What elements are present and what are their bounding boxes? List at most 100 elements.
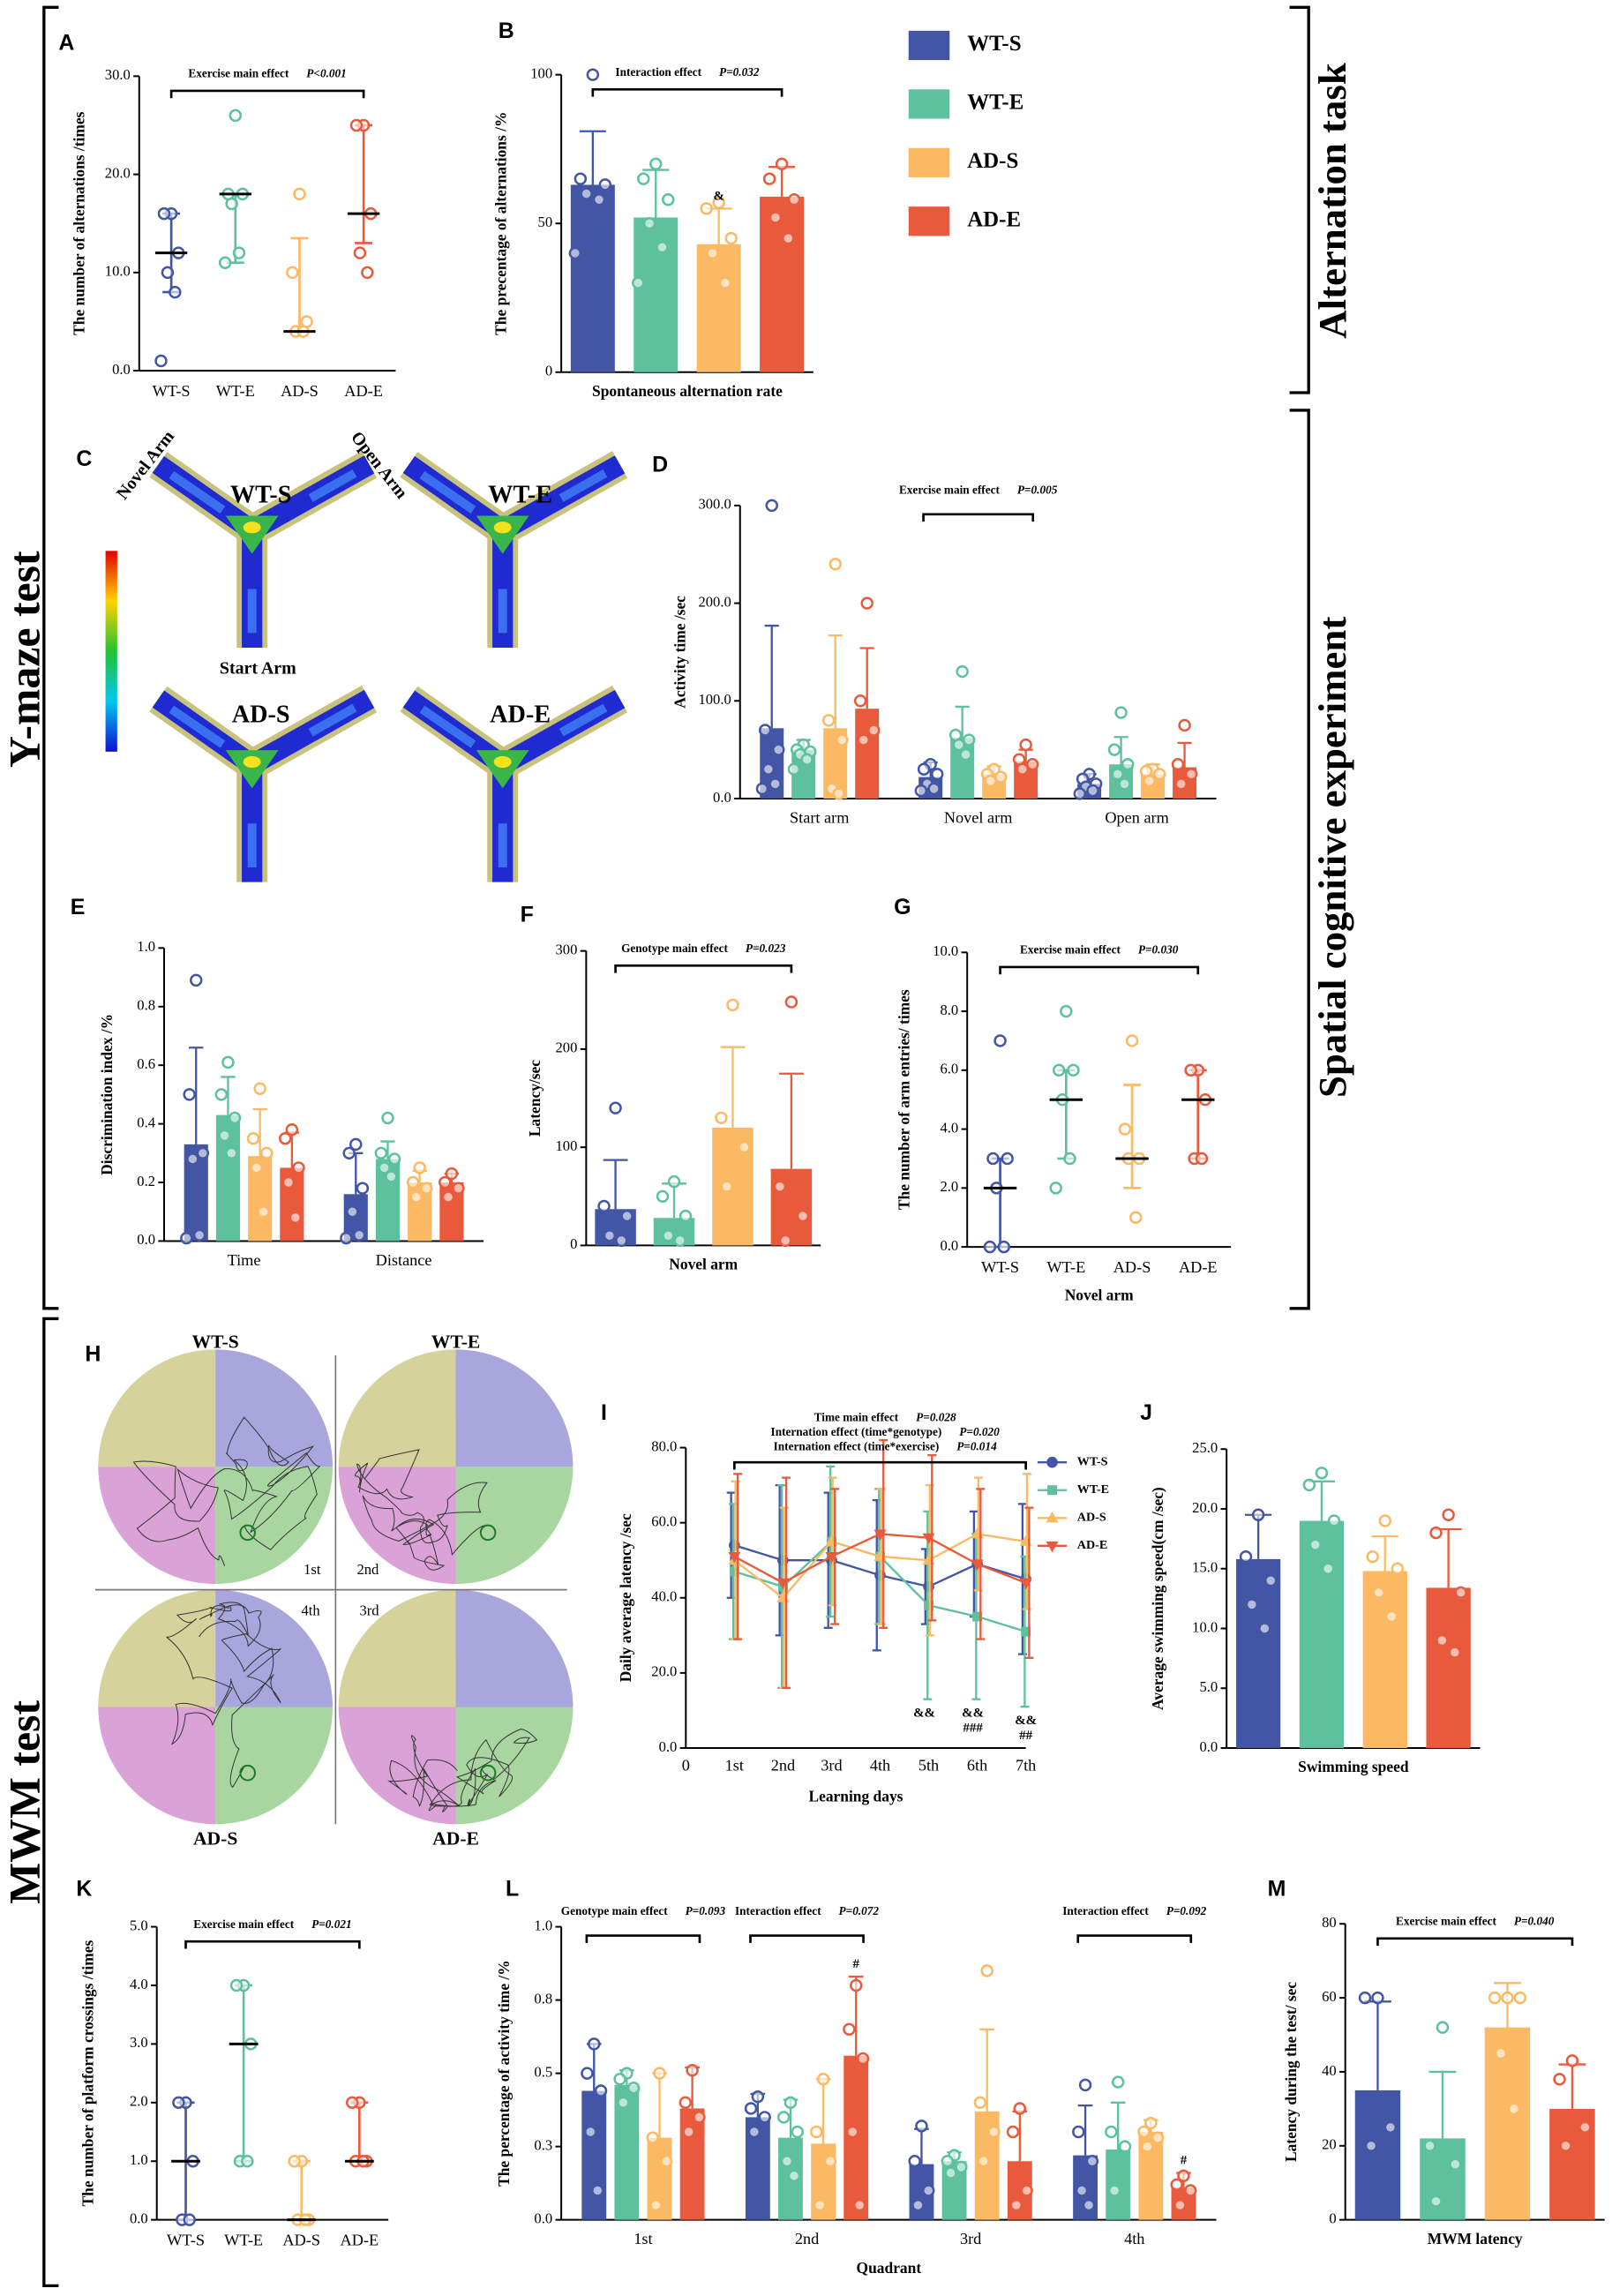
marker xyxy=(776,1578,790,1590)
data-point xyxy=(568,246,582,260)
data-point xyxy=(1488,1991,1502,2005)
data-point xyxy=(617,2096,630,2110)
bar xyxy=(1235,1558,1281,1748)
x-tick-label: Novel arm xyxy=(944,808,1013,826)
y-tick-label: 10.0 xyxy=(933,942,958,959)
y-axis-title: Latency/sec xyxy=(526,1060,544,1137)
data-point xyxy=(765,499,778,513)
data-point xyxy=(279,1131,292,1145)
data-point xyxy=(229,109,243,123)
effect-name: Genotype main effect xyxy=(621,942,728,955)
pool-quadrant xyxy=(215,1349,334,1467)
data-point xyxy=(1559,2139,1572,2153)
data-point xyxy=(387,1152,401,1166)
panel-label: M xyxy=(1268,1877,1286,1902)
bar xyxy=(1106,2149,1131,2220)
x-tick-label: AD-E xyxy=(341,2232,379,2249)
data-point xyxy=(1063,1152,1076,1166)
effect-label: Exercise main effect P=0.040 xyxy=(1396,1915,1555,1928)
pool-quadrant xyxy=(98,1707,216,1825)
data-point xyxy=(784,995,799,1009)
data-point xyxy=(1137,2125,1151,2139)
y-tick-label: 60 xyxy=(1322,1988,1337,2005)
effect-p: P=0.021 xyxy=(311,1917,352,1931)
data-point xyxy=(662,1229,675,1242)
x-axis-title: Spontaneous alternation rate xyxy=(592,382,783,400)
effect-label: Internation effect (time*exercise) P=0.01… xyxy=(774,1440,997,1453)
swim-track xyxy=(166,1602,281,1789)
data-point xyxy=(340,1231,353,1245)
marker xyxy=(972,1611,983,1622)
maze-label: AD-E xyxy=(490,701,551,728)
marker xyxy=(873,1529,887,1541)
bracket xyxy=(749,1934,865,1943)
data-point xyxy=(183,2213,196,2226)
marker xyxy=(729,1566,739,1577)
effect-name: Interaction effect xyxy=(1062,1904,1149,1917)
effect-p: P=0.023 xyxy=(746,942,786,955)
y-tick-label: 0 xyxy=(1329,2210,1336,2226)
panel-label: E xyxy=(71,895,86,919)
y-tick-label: 6.0 xyxy=(940,1061,958,1077)
data-point xyxy=(1060,1004,1073,1018)
data-point xyxy=(1067,1063,1080,1077)
panel-label: I xyxy=(601,1400,607,1425)
data-point xyxy=(800,753,813,766)
pool-quadrant xyxy=(455,1589,574,1707)
data-point xyxy=(196,1146,210,1160)
marker xyxy=(1021,1626,1031,1637)
data-point xyxy=(1006,2125,1020,2139)
data-point xyxy=(751,2090,765,2104)
data-point xyxy=(1454,1586,1467,1600)
data-point xyxy=(1494,2046,1508,2060)
data-point xyxy=(1118,1122,1132,1136)
effect-label: Interaction effect P=0.092 xyxy=(1062,1904,1206,1917)
data-point xyxy=(955,2160,968,2174)
x-tick-label: 5th xyxy=(918,1757,939,1775)
data-point xyxy=(849,1978,863,1992)
mwm-label: AD-E xyxy=(432,1828,479,1850)
y-axis-title: Daily average latency /sec xyxy=(617,1513,634,1682)
panel-label: C xyxy=(76,446,92,471)
y-tick-label: 0.5 xyxy=(534,2063,552,2080)
y-tick-label: 15.0 xyxy=(1192,1559,1218,1576)
data-point xyxy=(769,211,783,224)
data-point xyxy=(914,784,928,798)
data-point xyxy=(656,240,669,254)
bracket xyxy=(922,513,1035,522)
x-axis-title: Learning days xyxy=(808,1787,903,1805)
data-point xyxy=(597,1199,611,1213)
bracket xyxy=(614,964,793,973)
x-tick-label: 3rd xyxy=(821,1757,842,1775)
data-point xyxy=(439,1175,452,1189)
data-point xyxy=(580,187,593,200)
data-point xyxy=(718,276,732,289)
y-tick-label: 200 xyxy=(556,1039,578,1056)
y-tick-label: 0.8 xyxy=(534,1990,552,2007)
data-point xyxy=(836,733,849,747)
data-point xyxy=(787,762,801,776)
data-point xyxy=(285,1123,299,1137)
pool-quadrant xyxy=(215,1589,334,1707)
bar xyxy=(760,196,805,372)
y-tick-label: 80 xyxy=(1322,1914,1337,1931)
data-point xyxy=(172,2096,185,2110)
data-point xyxy=(1078,2078,1092,2092)
legend-label: AD-S xyxy=(967,149,1018,173)
marker xyxy=(971,1559,984,1571)
y-axis-title: Activity time /sec xyxy=(671,596,688,709)
data-point xyxy=(857,733,871,747)
x-tick-label: AD-E xyxy=(1179,1258,1218,1276)
effect-p: P=0.005 xyxy=(1017,483,1058,496)
bar xyxy=(570,184,615,372)
y-tick-label: 0 xyxy=(570,1235,577,1252)
x-tick-label: AD-S xyxy=(281,382,319,400)
y-tick-label: 20 xyxy=(1322,2136,1337,2153)
data-point xyxy=(773,1180,787,1193)
data-point xyxy=(980,1964,993,1977)
data-point xyxy=(787,2169,801,2183)
panel-label: L xyxy=(506,1877,519,1902)
effect-p: P=0.093 xyxy=(686,1904,726,1917)
quadrant-label: 2nd xyxy=(356,1561,379,1578)
y-tick-label: 100 xyxy=(556,1137,578,1154)
